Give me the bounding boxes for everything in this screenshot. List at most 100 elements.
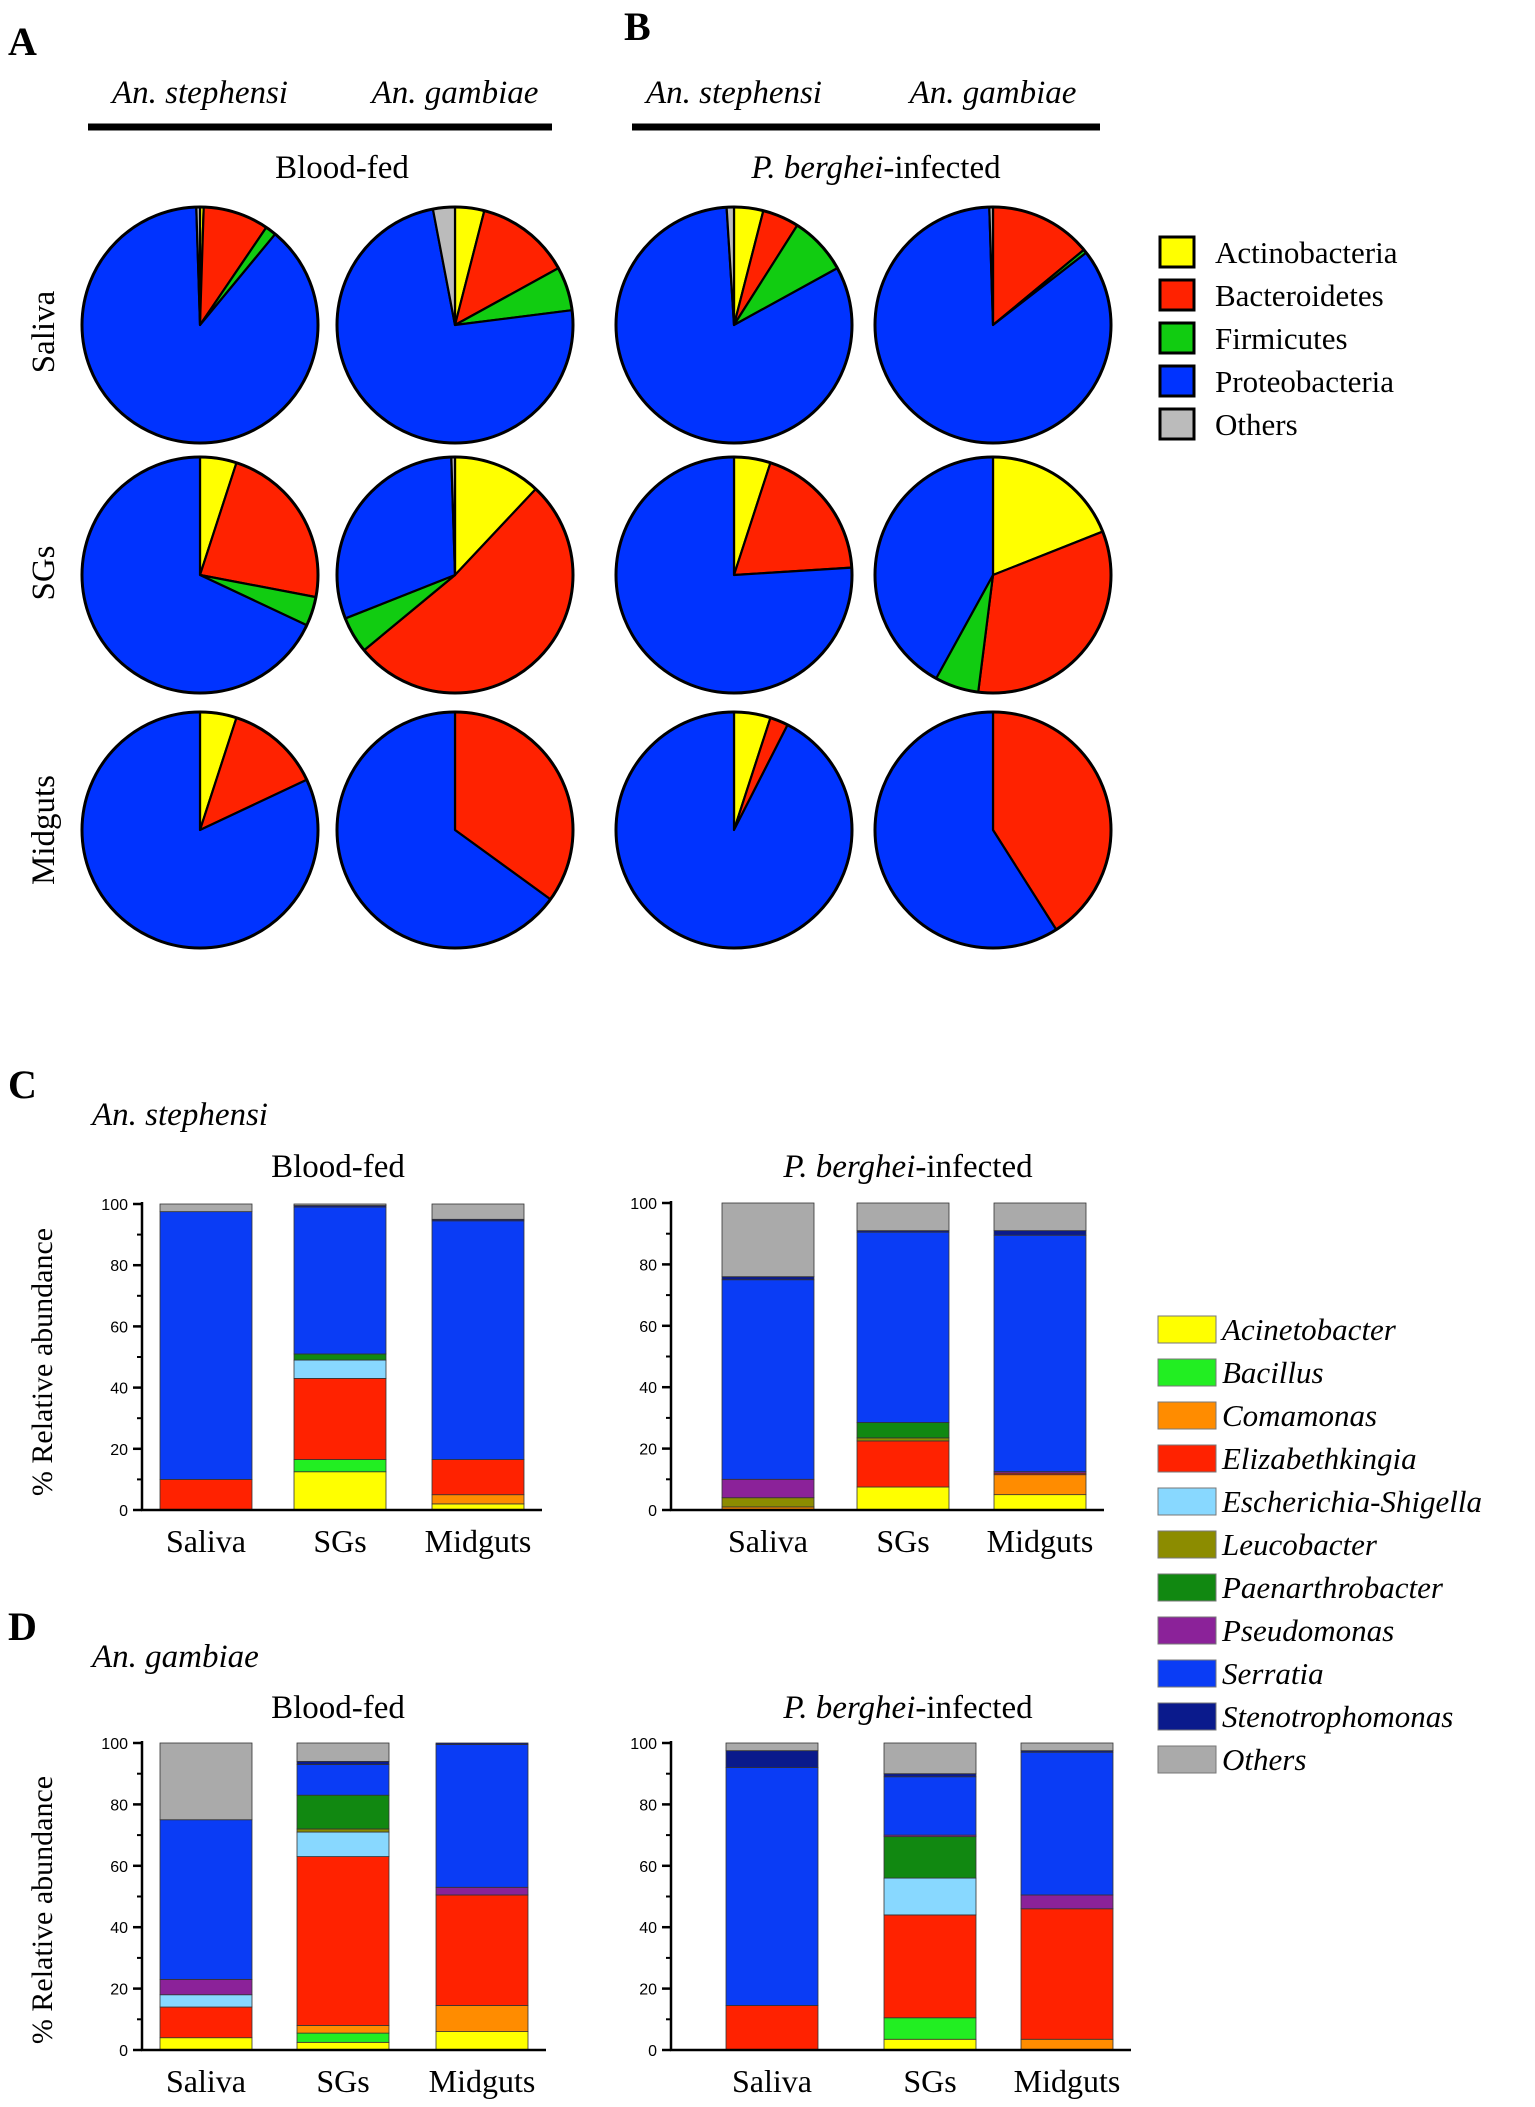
y-tick-label: 40 xyxy=(110,1381,128,1398)
genus-legend-swatch-pseudomonas xyxy=(1157,1616,1217,1645)
pie-outline xyxy=(335,710,575,950)
category-label-sgs: SGs xyxy=(903,2063,956,2099)
phylum-legend-swatch-bacteroidetes xyxy=(1158,278,1196,312)
pie-outline xyxy=(614,455,854,695)
pie-a-sgs-an-gambiae xyxy=(335,455,575,695)
bar-segment-sgs-serratia xyxy=(293,1206,387,1355)
bar-segment-midguts-serratia xyxy=(431,1220,525,1460)
pie-b-sgs-an-stephensi xyxy=(614,455,854,695)
bar-charts: Saliva SGs Midguts 0 20 40 60 80 100 Saliva SGs Mid… xyxy=(101,1196,1131,2099)
phylum-legend-label-bacteroidetes: Bacteroidetes xyxy=(1215,278,1384,313)
pie-b-midguts-an-stephensi xyxy=(614,710,854,950)
pie-outline xyxy=(80,455,320,695)
category-label-midguts: Midguts xyxy=(987,1523,1094,1559)
panel-a-species-right: An. gambiae xyxy=(370,75,539,111)
pie-b-midguts-an-gambiae xyxy=(873,710,1113,950)
y-tick-label: 0 xyxy=(119,2043,128,2060)
bar-segment-saliva-others xyxy=(725,1742,819,1752)
bar-segment-midguts-serratia xyxy=(1020,1751,1114,1896)
genus-legend-label-leucobacter: Leucobacter xyxy=(1221,1527,1378,1562)
category-label-saliva: Saliva xyxy=(732,2063,812,2099)
y-tick-label: 60 xyxy=(639,1319,657,1336)
y-tick-label: 40 xyxy=(639,1380,657,1397)
bar-chart-d-bloodfed: Saliva SGs Midguts 0 20 40 60 80 100 xyxy=(101,1736,546,2099)
bar-segment-midguts-pseudomonas xyxy=(435,1886,529,1896)
y-tick-label: 80 xyxy=(110,1797,128,1814)
y-tick-label: 100 xyxy=(630,1196,657,1213)
panel-b-species-left: An. stephensi xyxy=(644,75,822,111)
bar-segment-sgs-acinetobacter xyxy=(293,1471,387,1511)
bar-segment-midguts-acinetobacter xyxy=(435,2031,529,2051)
genus-legend-label-elizabethkingia: Elizabethkingia xyxy=(1221,1441,1417,1476)
pie-outline xyxy=(80,205,320,445)
y-tick-label: 100 xyxy=(630,1736,657,1753)
phylum-legend-label-actinobacteria: Actinobacteria xyxy=(1215,235,1398,270)
bar-segment-midguts-comamonas xyxy=(435,2005,529,2032)
bar-chart-c-infected: Saliva SGs Midguts 0 20 40 60 80 100 xyxy=(630,1196,1104,1559)
genus-legend-label-acinetobacter: Acinetobacter xyxy=(1220,1312,1397,1347)
panel-c-y-axis-title: % Relative abundance xyxy=(26,1228,59,1496)
y-tick-label: 40 xyxy=(639,1920,657,1937)
bar-segment-saliva-serratia xyxy=(721,1279,815,1480)
bar-segment-midguts-others xyxy=(993,1202,1087,1232)
category-label-midguts: Midguts xyxy=(425,1523,532,1559)
bar-segment-sgs-paenarthrobacter xyxy=(296,1794,390,1830)
bar-segment-midguts-elizabethkingia xyxy=(435,1894,529,2006)
bar-segment-midguts-serratia xyxy=(993,1234,1087,1473)
panel-d-species: An. gambiae xyxy=(90,1639,259,1675)
panel-c-letter: C xyxy=(8,1062,37,1107)
pie-b-saliva-an-stephensi xyxy=(614,205,854,445)
bar-segment-sgs-serratia xyxy=(856,1231,950,1423)
pie-b-saliva-an-gambiae xyxy=(873,205,1113,445)
bar-segment-saliva-acinetobacter xyxy=(159,2037,253,2051)
y-tick-label: 60 xyxy=(110,1859,128,1876)
bar-segment-sgs-elizabethkingia xyxy=(856,1440,950,1488)
genus-legend-label-others: Others xyxy=(1222,1742,1306,1777)
panel-c-species: An. stephensi xyxy=(90,1097,268,1133)
bar-segment-sgs-comamonas xyxy=(296,2025,390,2034)
panel-b-condition: P. berghei-infected xyxy=(750,150,1001,186)
pie-outline xyxy=(873,455,1113,695)
y-tick-label: 80 xyxy=(110,1258,128,1275)
row-label-sgs: SGs xyxy=(26,545,62,600)
panel-d-right-title: P. berghei-infected xyxy=(782,1690,1033,1726)
panel-d-letter: D xyxy=(8,1604,37,1649)
phylum-legend-label-others: Others xyxy=(1215,407,1298,442)
bar-segment-midguts-serratia xyxy=(435,1744,529,1888)
genus-legend-swatch-paenarthrobacter xyxy=(1157,1573,1217,1602)
pie-outline xyxy=(614,710,854,950)
panel-a-species-left: An. stephensi xyxy=(110,75,288,111)
y-tick-label: 0 xyxy=(648,2043,657,2060)
y-tick-label: 20 xyxy=(639,1442,657,1459)
bar-segment-sgs-bacillus xyxy=(883,2017,977,2040)
genus-legend-label-comamonas: Comamonas xyxy=(1222,1398,1377,1433)
genus-legend-swatch-serratia xyxy=(1157,1659,1217,1688)
panel-d-left-title: Blood-fed xyxy=(271,1690,405,1726)
y-tick-label: 60 xyxy=(639,1859,657,1876)
bar-segment-sgs-stenotrophomonas xyxy=(296,1761,390,1765)
category-label-midguts: Midguts xyxy=(429,2063,536,2099)
row-label-saliva: Saliva xyxy=(26,290,62,373)
y-tick-label: 20 xyxy=(639,1982,657,1999)
pie-a-saliva-an-gambiae xyxy=(335,205,575,445)
bar-segment-saliva-escherichia-shigella xyxy=(159,1994,253,2008)
bar-chart-c-bloodfed: Saliva SGs Midguts 0 20 40 60 80 100 xyxy=(101,1197,542,1559)
panel-b-species-right: An. gambiae xyxy=(908,75,1077,111)
bar-segment-sgs-elizabethkingia xyxy=(293,1378,387,1460)
bar-segment-sgs-others xyxy=(883,1742,977,1775)
category-label-sgs: SGs xyxy=(876,1523,929,1559)
bar-segment-sgs-escherichia-shigella xyxy=(883,1877,977,1916)
panel-a-letter: A xyxy=(8,19,37,64)
bar-segment-sgs-serratia xyxy=(296,1764,390,1796)
genus-legend-swatch-acinetobacter xyxy=(1157,1315,1217,1344)
bar-segment-sgs-stenotrophomonas xyxy=(883,1773,977,1778)
pie-outline xyxy=(335,205,575,445)
bar-segment-saliva-leucobacter xyxy=(721,1497,815,1508)
bar-segment-midguts-others xyxy=(1020,1742,1114,1752)
bar-segment-sgs-escherichia-shigella xyxy=(293,1359,387,1379)
genus-legend-label-stenotrophomonas: Stenotrophomonas xyxy=(1222,1699,1453,1734)
bar-segment-midguts-elizabethkingia xyxy=(1020,1908,1114,2040)
genus-legend-label-bacillus: Bacillus xyxy=(1222,1355,1324,1390)
bar-segment-sgs-bacillus xyxy=(296,2032,390,2043)
